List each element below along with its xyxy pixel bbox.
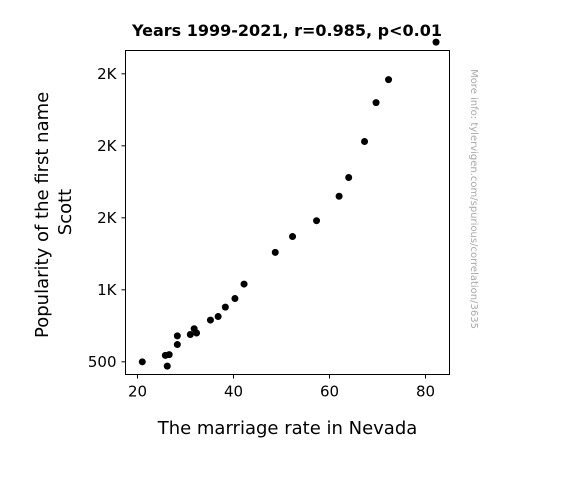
y-tick-label: 2K [97, 137, 118, 155]
y-tick-label: 500 [88, 353, 117, 371]
data-point [231, 294, 239, 302]
x-tick-label: 40 [224, 383, 243, 401]
data-point [313, 217, 321, 225]
y-tick-label: 2K [97, 65, 118, 83]
data-point [289, 233, 297, 241]
y-axis-label-line-1: Popularity of the first name [32, 92, 53, 338]
data-point [173, 341, 181, 349]
y-tick-label: 1K [97, 281, 118, 299]
x-tick-label: 60 [320, 383, 339, 401]
y-axis-label-line-2: Scott [55, 189, 76, 235]
y-axis-label: Popularity of the first name Scott [32, 86, 76, 338]
x-tick-label: 20 [128, 383, 147, 401]
data-point [186, 330, 194, 338]
y-tick-label: 2K [97, 209, 118, 227]
x-axis-label: The marriage rate in Nevada [157, 418, 418, 439]
data-point [271, 248, 279, 256]
source-credit: More info: tylervigen.com/spurious/corre… [468, 69, 479, 329]
data-point [335, 192, 343, 200]
x-axis: 20 40 60 80 [128, 374, 435, 401]
data-point [221, 303, 229, 311]
data-point [173, 332, 181, 340]
data-point [432, 38, 440, 46]
data-point [190, 325, 198, 333]
data-point [385, 76, 393, 84]
x-tick-label: 80 [416, 383, 435, 401]
y-axis: 500 1K 2K 2K 2K [88, 65, 126, 371]
data-point [240, 280, 248, 288]
data-point [163, 362, 171, 370]
data-point [214, 312, 222, 320]
chart-title: Years 1999-2021, r=0.985, p<0.01 [131, 21, 442, 40]
data-point [372, 99, 380, 107]
data-points [138, 38, 440, 370]
plot-area [125, 50, 450, 375]
data-point [138, 358, 146, 366]
data-point [345, 174, 353, 182]
data-point [361, 138, 369, 146]
data-point [161, 351, 169, 359]
data-point [206, 316, 214, 324]
